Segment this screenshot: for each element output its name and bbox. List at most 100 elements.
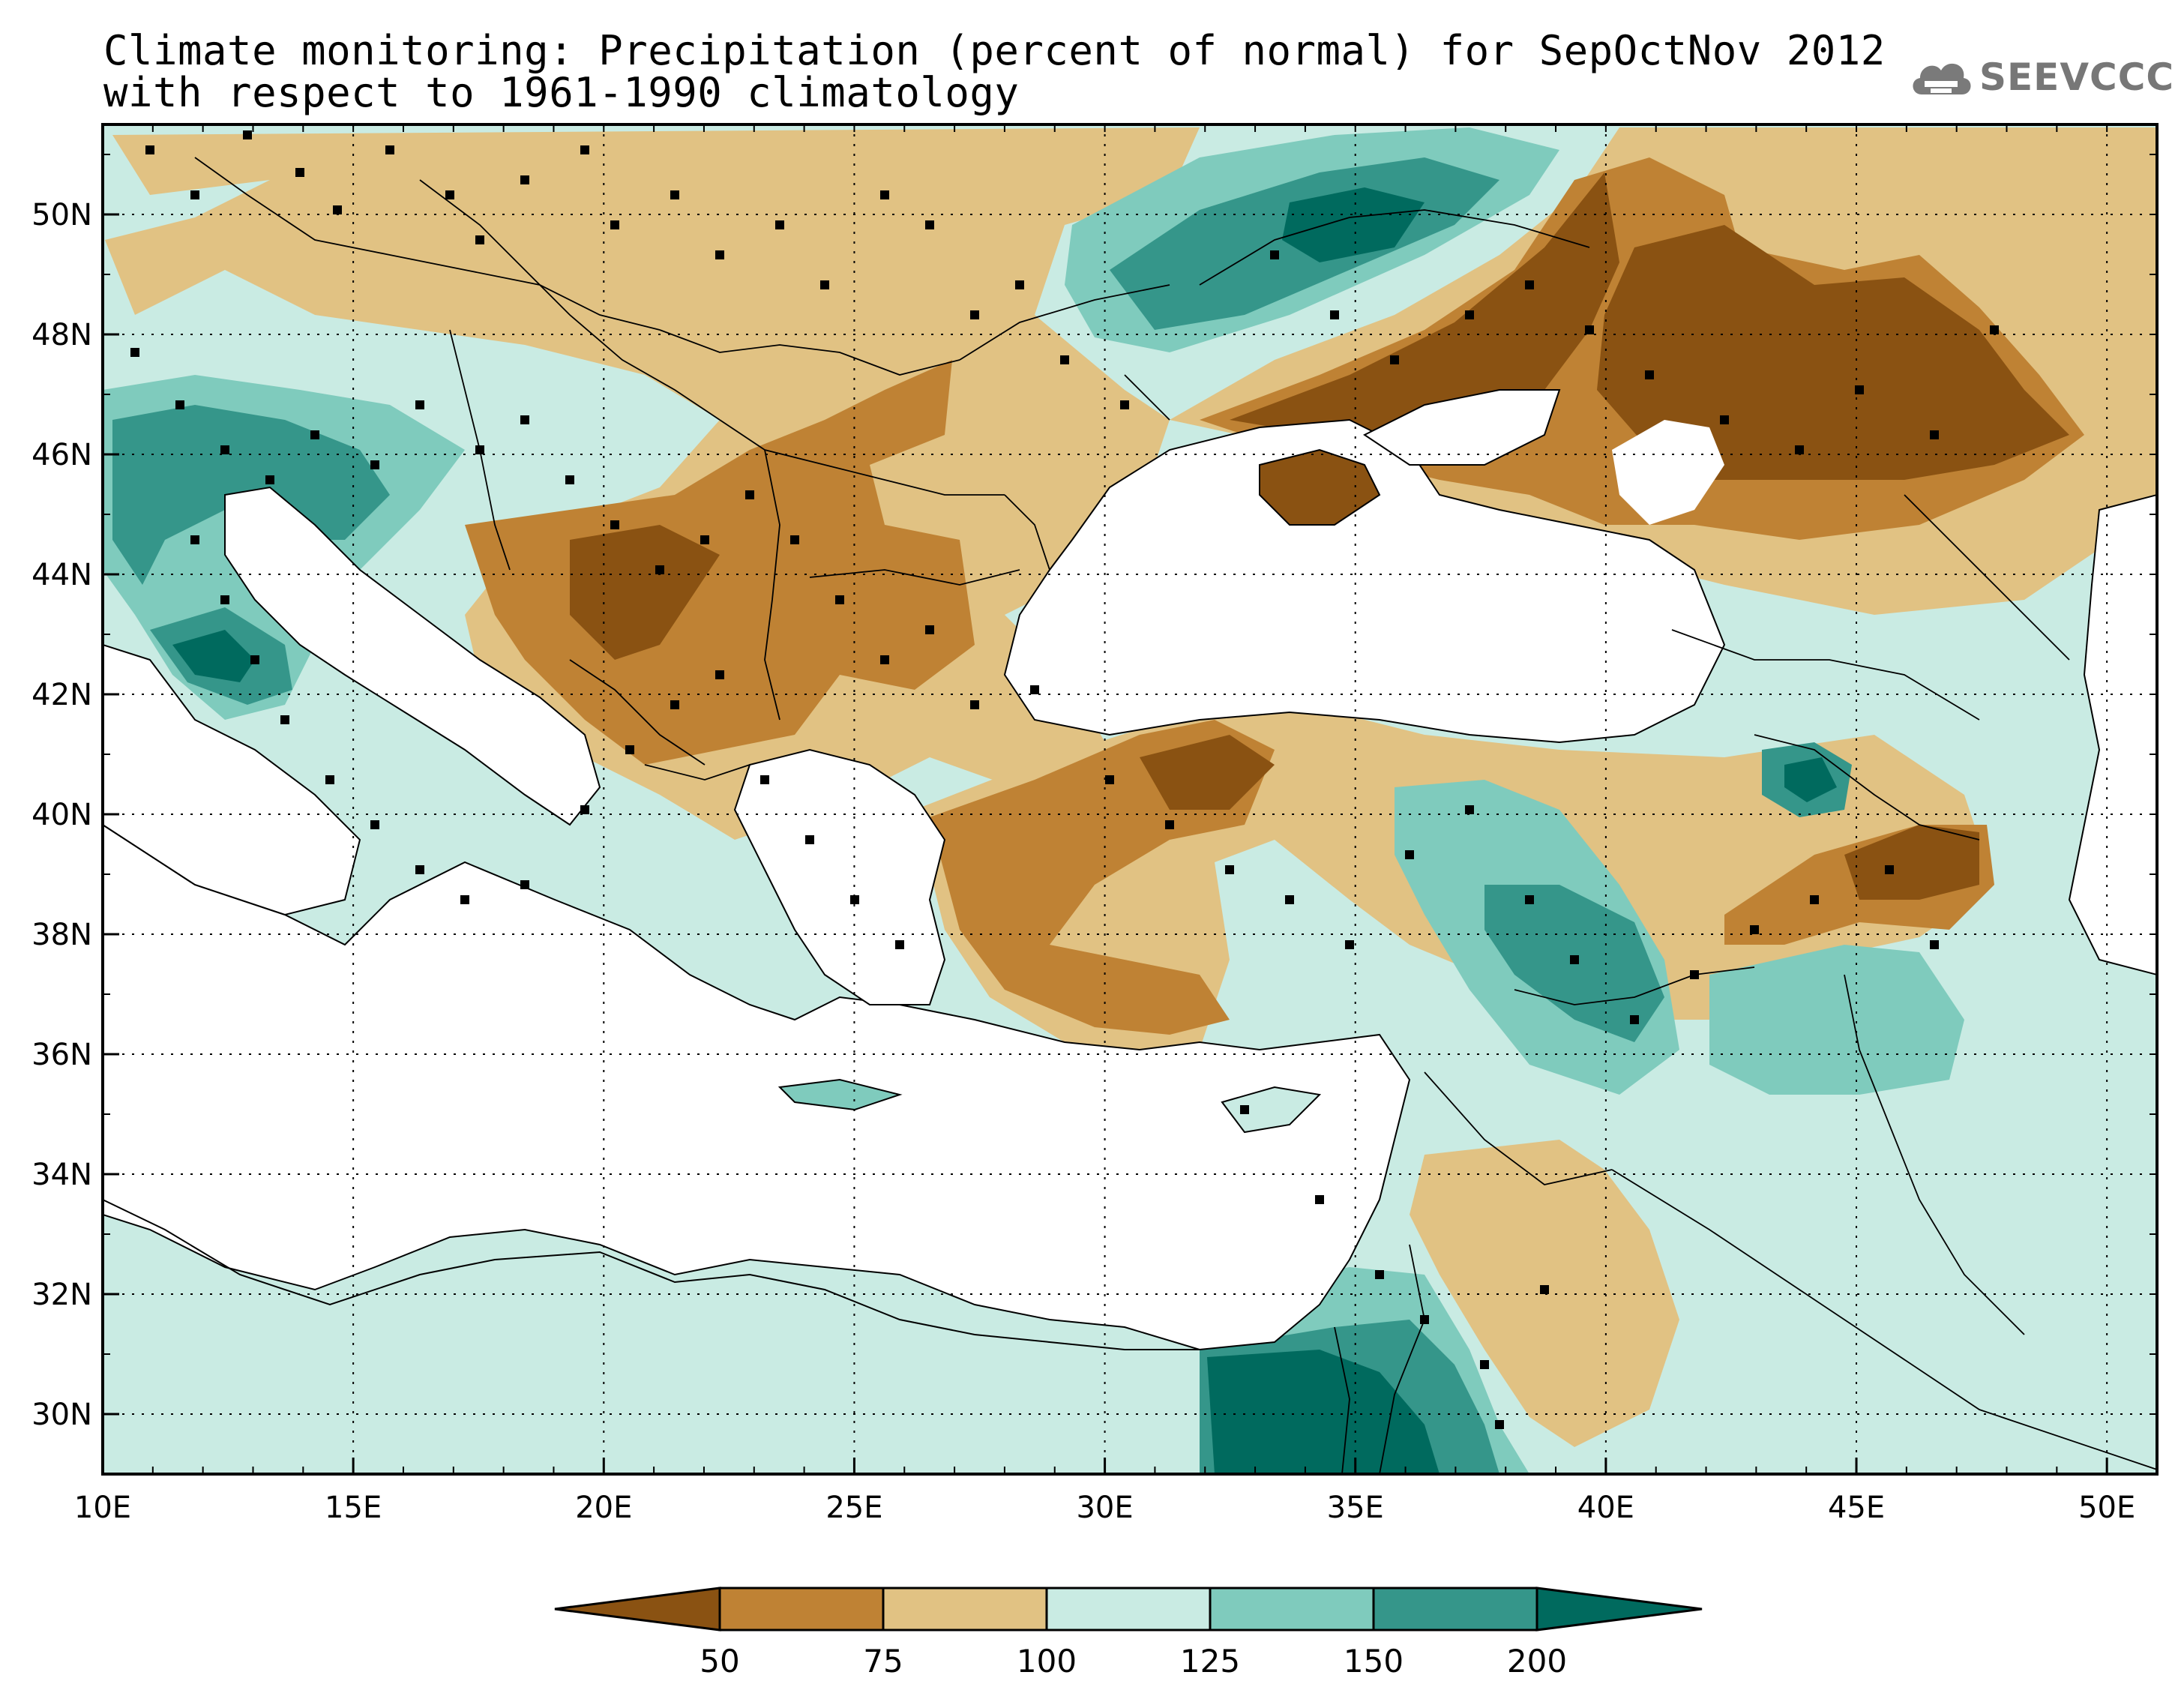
station-marker bbox=[715, 670, 724, 679]
seevccc-logo: SEEVCCC bbox=[1908, 45, 2174, 112]
country-borders bbox=[194, 157, 2157, 1474]
field-sinai-above-200 bbox=[1207, 1350, 1440, 1474]
y-tick-label: 40N bbox=[31, 798, 92, 832]
station-marker bbox=[265, 475, 274, 484]
colorbar-label: 200 bbox=[1507, 1643, 1567, 1680]
station-marker bbox=[520, 880, 529, 889]
station-marker bbox=[925, 625, 934, 634]
station-marker bbox=[220, 445, 229, 454]
station-marker bbox=[670, 700, 679, 709]
station-marker bbox=[625, 745, 634, 754]
station-marker bbox=[1285, 895, 1294, 904]
logo-text: SEEVCCC bbox=[1979, 55, 2175, 99]
station-marker bbox=[370, 820, 379, 829]
station-marker bbox=[1420, 1315, 1429, 1324]
cloud-icon bbox=[1913, 63, 1971, 94]
field-ukraine-above-200 bbox=[1282, 187, 1425, 262]
station-marker bbox=[970, 700, 979, 709]
colorbar-segment bbox=[1045, 1587, 1212, 1632]
station-marker bbox=[895, 940, 904, 949]
station-marker bbox=[700, 535, 709, 544]
x-axis: 10E 15E 20E 25E 30E 35E 40E 45E 50E bbox=[74, 124, 2158, 1525]
field-armenia-above-200 bbox=[1784, 757, 1837, 802]
y-tick-label: 32N bbox=[31, 1278, 92, 1312]
station-marker bbox=[1540, 1285, 1549, 1294]
station-marker bbox=[1630, 1015, 1639, 1024]
station-marker bbox=[1990, 325, 1999, 334]
station-marker bbox=[475, 235, 484, 244]
station-marker bbox=[1060, 355, 1069, 364]
station-marker bbox=[1225, 865, 1234, 874]
station-marker bbox=[415, 400, 424, 409]
station-marker bbox=[1120, 400, 1129, 409]
station-marker bbox=[250, 655, 259, 664]
station-marker bbox=[1525, 895, 1534, 904]
station-marker bbox=[970, 310, 979, 319]
cyprus bbox=[1221, 1086, 1322, 1134]
y-tick-label: 38N bbox=[31, 918, 92, 952]
station-marker bbox=[745, 490, 754, 499]
station-marker bbox=[370, 460, 379, 469]
colorbar-min-arrow bbox=[554, 1587, 721, 1632]
x-tick-label: 40E bbox=[1577, 1491, 1634, 1525]
station-marker bbox=[1330, 310, 1339, 319]
station-marker bbox=[325, 775, 334, 784]
station-marker bbox=[415, 865, 424, 874]
station-marker bbox=[880, 190, 889, 199]
station-marker bbox=[715, 250, 724, 259]
station-marker bbox=[805, 835, 814, 844]
station-marker bbox=[1405, 850, 1414, 859]
station-marker bbox=[655, 565, 664, 574]
y-tick-label: 36N bbox=[31, 1038, 92, 1072]
field-italy-above-200 bbox=[172, 630, 255, 682]
station-marker bbox=[1465, 805, 1474, 814]
station-marker bbox=[190, 535, 199, 544]
colorbar-label: 50 bbox=[700, 1643, 739, 1680]
station-marker bbox=[1015, 280, 1024, 289]
station-marker bbox=[295, 168, 304, 177]
field-balkans-50-75 bbox=[465, 360, 975, 765]
field-russia-below-50 bbox=[1230, 172, 1619, 435]
north-africa-coast bbox=[103, 1199, 1200, 1350]
station-marker bbox=[145, 145, 154, 154]
station-marker bbox=[445, 190, 454, 199]
tyrrhenian-sea bbox=[103, 643, 361, 916]
field-iraq-125-150 bbox=[1709, 945, 1964, 1095]
station-marker bbox=[1930, 430, 1939, 439]
station-marker bbox=[130, 348, 139, 357]
sea-of-azov bbox=[1363, 389, 1561, 466]
station-marker bbox=[1465, 310, 1474, 319]
black-sea bbox=[1003, 418, 1726, 744]
station-marker bbox=[1720, 415, 1729, 424]
field-volga-below-50 bbox=[1597, 225, 2069, 480]
y-tick-label: 46N bbox=[31, 438, 92, 472]
station-marker bbox=[1105, 775, 1114, 784]
station-marker bbox=[1645, 370, 1654, 379]
station-marker bbox=[880, 655, 889, 664]
crete bbox=[777, 1078, 903, 1111]
y-axis: 50N 48N 46N 44N 42N 40N 38N 36N 34N 32N 30N bbox=[31, 154, 2157, 1475]
colorbar-label: 150 bbox=[1344, 1643, 1404, 1680]
x-tick-label: 45E bbox=[1828, 1491, 1885, 1525]
y-tick-label: 34N bbox=[31, 1158, 92, 1192]
station-marker bbox=[1030, 685, 1039, 694]
field-caucasus-below-50 bbox=[1844, 825, 1979, 900]
y-tick-label: 50N bbox=[31, 198, 92, 232]
x-tick-label: 20E bbox=[575, 1491, 632, 1525]
station-marker bbox=[1270, 250, 1279, 259]
station-marker bbox=[790, 535, 799, 544]
station-marker bbox=[1570, 955, 1579, 964]
y-tick-label: 42N bbox=[31, 678, 92, 712]
x-tick-label: 35E bbox=[1327, 1491, 1384, 1525]
station-marker bbox=[1885, 865, 1894, 874]
station-marker bbox=[520, 175, 529, 184]
colorbar-label: 125 bbox=[1180, 1643, 1240, 1680]
colorbar: 50 75 100 125 150 200 bbox=[554, 1587, 1703, 1680]
station-marker bbox=[1375, 1270, 1384, 1279]
station-marker bbox=[1240, 1105, 1249, 1114]
station-marker bbox=[1810, 895, 1819, 904]
colorbar-max-arrow bbox=[1535, 1587, 1703, 1632]
colorbar-segment bbox=[1372, 1587, 1538, 1632]
station-marker bbox=[820, 280, 829, 289]
station-marker bbox=[175, 400, 184, 409]
